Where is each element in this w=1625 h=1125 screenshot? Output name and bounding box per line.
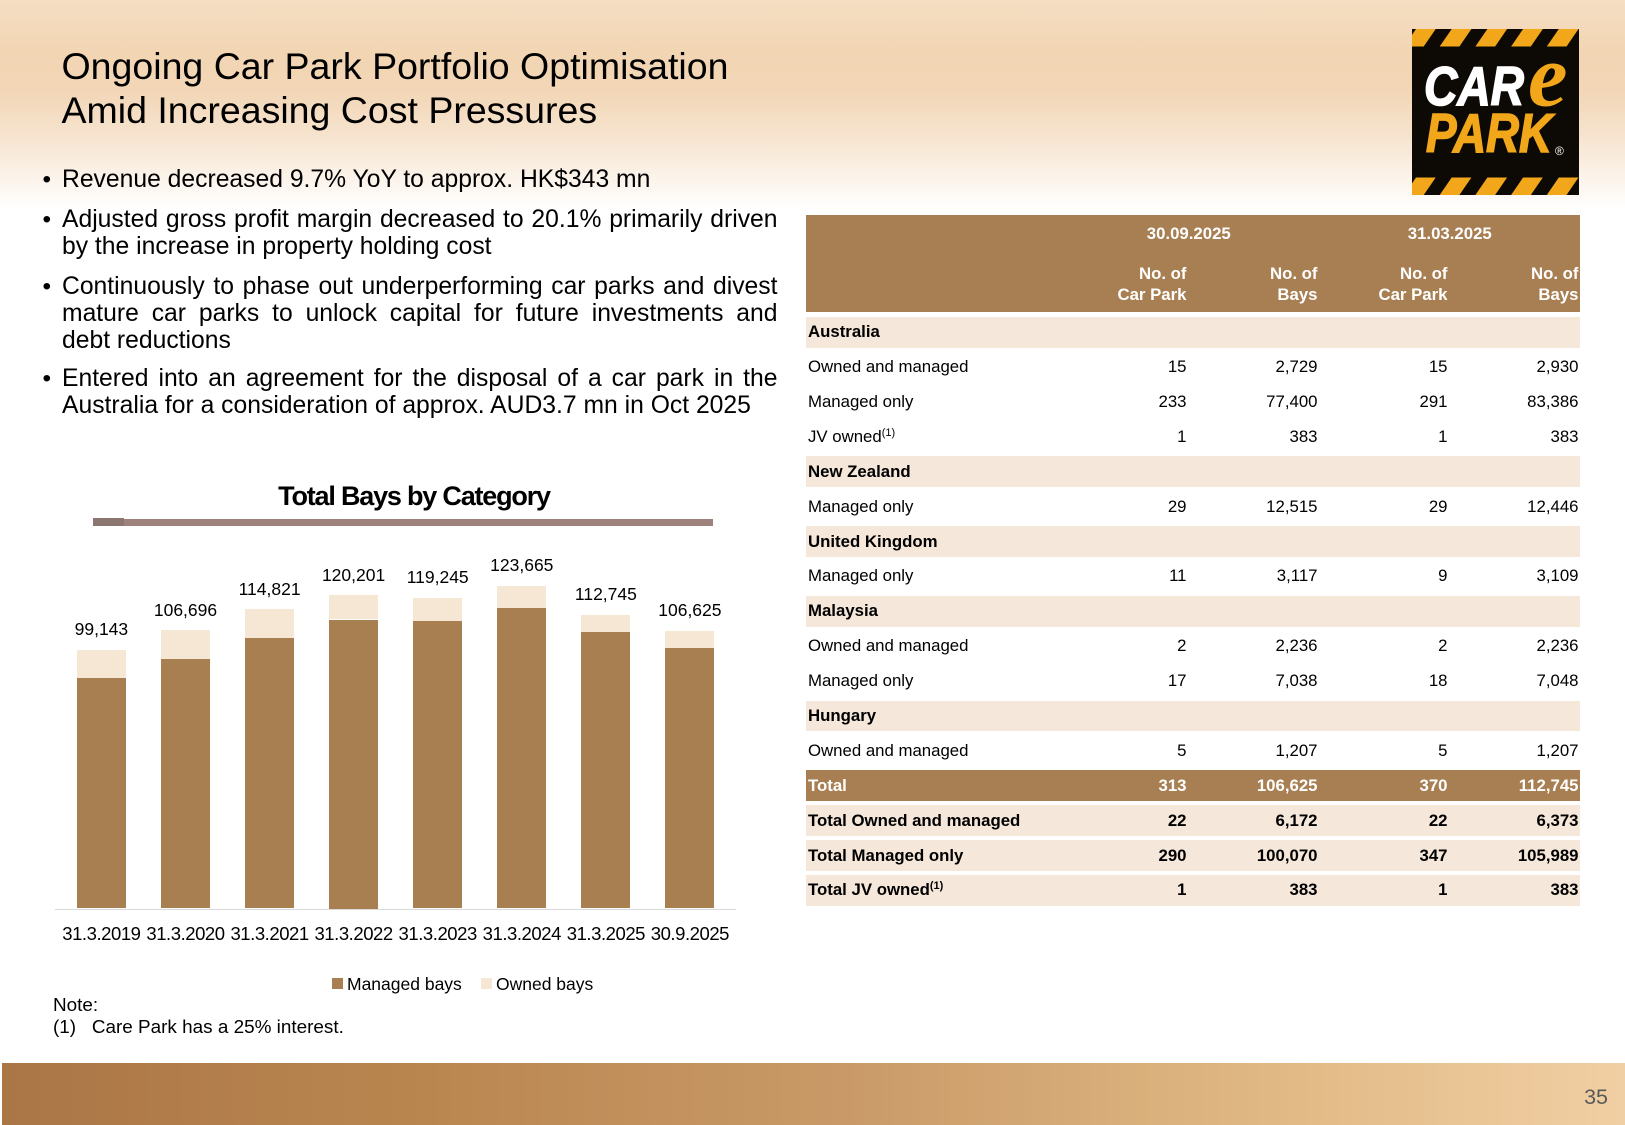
svg-text:®: ® (1555, 144, 1564, 158)
svg-text:CAR: CAR (1424, 55, 1524, 117)
svg-text:e: e (1528, 29, 1568, 126)
svg-text:PARK: PARK (1426, 102, 1556, 164)
